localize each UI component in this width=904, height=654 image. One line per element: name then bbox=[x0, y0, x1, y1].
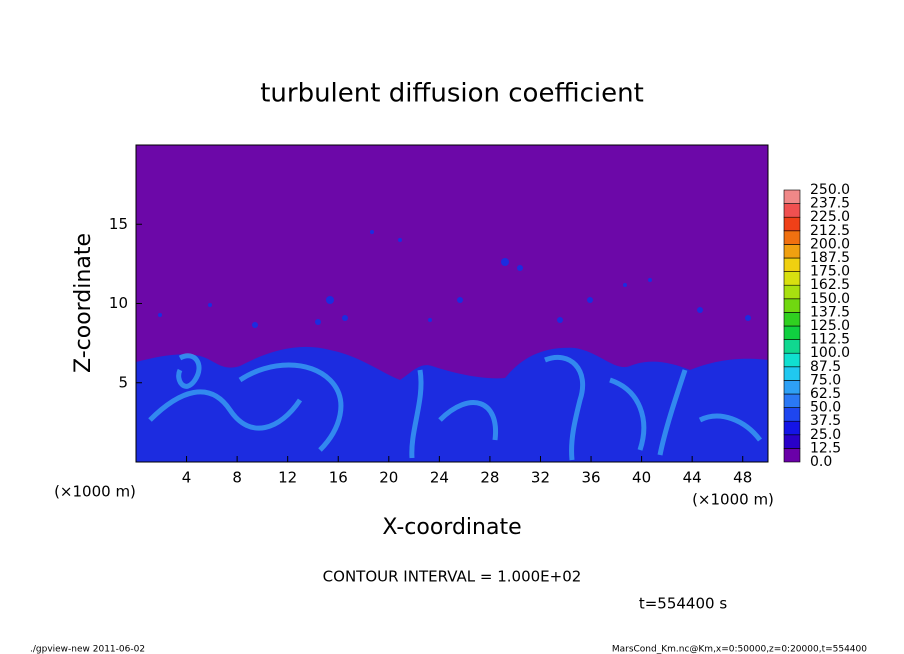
colorbar-label: 212.5 bbox=[810, 223, 850, 239]
time-label: t=554400 s bbox=[639, 595, 727, 613]
colorbar-label: 175.0 bbox=[810, 264, 850, 280]
colorbar-label: 25.0 bbox=[810, 427, 841, 443]
colorbar-box bbox=[783, 339, 801, 354]
colorbar-label: 237.5 bbox=[810, 196, 850, 212]
colorbar-box bbox=[783, 325, 801, 340]
colorbar-box bbox=[783, 380, 801, 395]
x-tick-label: 4 bbox=[182, 469, 192, 487]
footer-left: ./gpview-new 2011-06-02 bbox=[30, 645, 145, 654]
y-tick-label: 15 bbox=[109, 215, 128, 233]
colorbar-label: 225.0 bbox=[810, 209, 850, 225]
colorbar-label: 137.5 bbox=[810, 304, 850, 320]
x-tick-label: 16 bbox=[329, 469, 348, 487]
y-tick-label: 10 bbox=[109, 294, 128, 312]
x-unit-label: (×1000 m) bbox=[54, 483, 136, 501]
colorbar-label: 125.0 bbox=[810, 318, 850, 334]
colorbar-label: 250.0 bbox=[810, 182, 850, 198]
colorbar-label: 150.0 bbox=[810, 291, 850, 307]
colorbar-label: 12.5 bbox=[810, 440, 841, 456]
x-tick-label: 8 bbox=[232, 469, 242, 487]
field bbox=[135, 144, 769, 463]
x-tick-label: 32 bbox=[531, 469, 550, 487]
colorbar-box bbox=[783, 312, 801, 327]
chart-title: turbulent diffusion coefficient bbox=[260, 79, 644, 109]
colorbar-label: 87.5 bbox=[810, 359, 841, 375]
colorbar-box bbox=[783, 434, 801, 449]
x-axis-title: X-coordinate bbox=[382, 515, 521, 540]
colorbar-box bbox=[783, 257, 801, 272]
colorbar-label: 112.5 bbox=[810, 332, 850, 348]
colorbar-box bbox=[783, 244, 801, 259]
x-tick-label: 48 bbox=[733, 469, 752, 487]
x-tick-label: 36 bbox=[581, 469, 600, 487]
colorbar-box bbox=[783, 393, 801, 408]
colorbar-label: 200.0 bbox=[810, 236, 850, 252]
colorbar-label: 75.0 bbox=[810, 372, 841, 388]
field-band bbox=[136, 346, 768, 462]
colorbar-box bbox=[783, 216, 801, 232]
x-tick-label: 40 bbox=[632, 469, 651, 487]
colorbar-box bbox=[783, 189, 801, 204]
colorbar-box bbox=[783, 230, 801, 245]
contour-interval: CONTOUR INTERVAL = 1.000E+02 bbox=[323, 568, 582, 586]
x-tick-label: 28 bbox=[480, 469, 499, 487]
field-streaks bbox=[148, 353, 762, 461]
colorbar-box bbox=[783, 448, 801, 463]
colorbar-box bbox=[783, 271, 801, 286]
colorbar-label: 62.5 bbox=[810, 386, 841, 402]
y-axis-title: Z-coordinate bbox=[71, 233, 96, 373]
colorbar-label: 37.5 bbox=[810, 413, 841, 429]
colorbar-box bbox=[783, 352, 801, 368]
colorbar-box bbox=[783, 203, 801, 218]
x-tick-label: 24 bbox=[430, 469, 449, 487]
x-tick-label: 12 bbox=[278, 469, 297, 487]
y-tick-label: 5 bbox=[118, 373, 128, 391]
colorbar-box bbox=[783, 284, 801, 300]
colorbar-box bbox=[783, 366, 801, 381]
field-blobs bbox=[158, 230, 751, 328]
x-tick-label: 44 bbox=[683, 469, 702, 487]
colorbar-box bbox=[783, 407, 801, 422]
colorbar-box bbox=[783, 420, 801, 436]
colorbar-label: 0.0 bbox=[810, 454, 832, 470]
colorbar-label: 100.0 bbox=[810, 345, 850, 361]
colorbar-label: 50.0 bbox=[810, 400, 841, 416]
colorbar-label: 187.5 bbox=[810, 250, 850, 266]
x-tick-label: 20 bbox=[379, 469, 398, 487]
x-unit-label: (×1000 m) bbox=[692, 491, 774, 509]
colorbar-label: 162.5 bbox=[810, 277, 850, 293]
colorbar-box bbox=[783, 298, 801, 313]
footer-right: MarsCond_Km.nc@Km,x=0:50000,z=0:20000,t=… bbox=[612, 645, 867, 654]
